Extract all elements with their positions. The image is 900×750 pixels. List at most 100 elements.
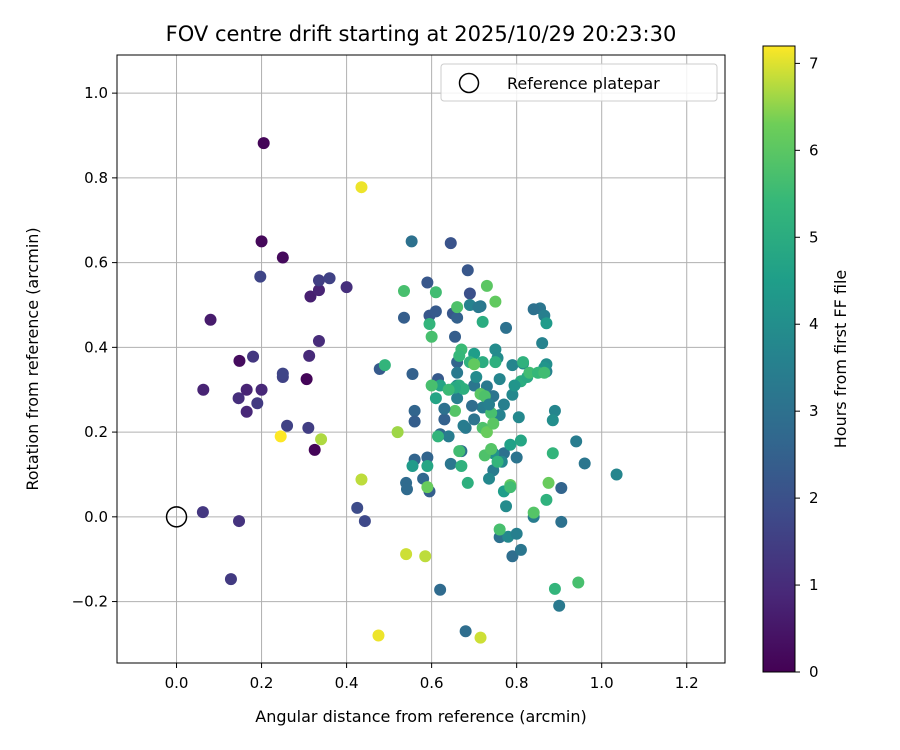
data-point xyxy=(476,315,489,328)
data-point xyxy=(276,251,289,264)
data-point xyxy=(251,397,264,410)
data-point xyxy=(240,405,253,418)
colorbar-tick-label: 2 xyxy=(809,489,819,507)
data-point xyxy=(457,419,470,432)
colorbar-tick-label: 4 xyxy=(809,315,819,333)
data-point xyxy=(444,457,457,470)
data-point xyxy=(421,481,434,494)
data-point xyxy=(281,419,294,432)
data-point xyxy=(444,237,457,250)
data-point xyxy=(527,506,540,519)
chart-title: FOV centre drift starting at 2025/10/29 … xyxy=(166,22,677,46)
data-point xyxy=(453,349,466,362)
data-point xyxy=(461,476,474,489)
data-point xyxy=(470,371,483,384)
data-point xyxy=(304,290,317,303)
data-point xyxy=(527,303,540,316)
data-point xyxy=(523,366,536,379)
data-point xyxy=(540,317,553,330)
data-point xyxy=(323,272,336,285)
data-point xyxy=(315,433,328,446)
plot-frame xyxy=(116,54,726,664)
data-point xyxy=(500,321,513,334)
data-point xyxy=(429,286,442,299)
data-point xyxy=(425,330,438,343)
data-point xyxy=(434,583,447,596)
data-point xyxy=(425,379,438,392)
data-point xyxy=(423,318,436,331)
data-point xyxy=(340,281,353,294)
y-tick-label: 1.0 xyxy=(84,84,108,102)
data-point xyxy=(358,515,371,528)
data-point xyxy=(232,392,245,405)
data-point xyxy=(466,399,479,412)
data-point xyxy=(506,388,519,401)
y-tick-label: 0.2 xyxy=(84,423,108,441)
y-tick-label: −0.2 xyxy=(72,593,108,611)
data-point xyxy=(355,181,368,194)
y-axis-label: Rotation from reference (arcmin) xyxy=(23,227,42,490)
colorbar-label: Hours from first FF file xyxy=(831,270,850,449)
data-point xyxy=(449,330,462,343)
data-point xyxy=(508,379,521,392)
data-point xyxy=(572,576,585,589)
colorbar-tick-label: 1 xyxy=(809,576,819,594)
data-point xyxy=(224,573,237,586)
x-tick-label: 0.4 xyxy=(335,674,359,692)
data-point xyxy=(276,367,289,380)
data-point xyxy=(405,235,418,248)
data-point xyxy=(542,476,555,489)
data-point xyxy=(546,447,559,460)
data-point xyxy=(254,270,267,283)
data-point xyxy=(610,468,623,481)
data-point xyxy=(504,438,517,451)
data-point xyxy=(500,500,513,513)
data-point xyxy=(255,383,268,396)
x-tick-label: 1.2 xyxy=(675,674,699,692)
data-point xyxy=(461,264,474,277)
data-point xyxy=(483,472,496,485)
x-axis-ticks: 0.0 0.2 0.4 0.6 0.8 1.0 1.2 xyxy=(165,663,699,692)
data-point xyxy=(463,287,476,300)
data-point xyxy=(419,550,432,563)
data-point xyxy=(397,311,410,324)
data-point xyxy=(442,383,455,396)
data-point xyxy=(408,404,421,417)
colorbar-frame xyxy=(762,45,796,673)
data-point xyxy=(538,366,551,379)
data-point xyxy=(472,301,485,314)
data-point xyxy=(451,301,464,314)
data-point xyxy=(274,430,287,443)
data-point xyxy=(233,515,246,528)
colorbar-tick-label: 3 xyxy=(809,402,819,420)
data-point xyxy=(400,483,413,496)
data-point xyxy=(312,284,325,297)
reference-platepar-marker xyxy=(165,506,188,528)
data-point xyxy=(493,373,506,386)
data-point xyxy=(408,415,421,428)
data-point xyxy=(308,443,321,456)
data-point xyxy=(497,398,510,411)
data-point xyxy=(406,368,419,381)
data-point xyxy=(429,392,442,405)
y-tick-label: 0.8 xyxy=(84,169,108,187)
x-tick-label: 0.6 xyxy=(420,674,444,692)
data-point xyxy=(451,366,464,379)
data-point xyxy=(489,295,502,308)
colorbar-tick-label: 0 xyxy=(809,663,819,681)
x-tick-label: 0.0 xyxy=(165,674,189,692)
colorbar-tick-label: 7 xyxy=(809,54,819,72)
data-point xyxy=(197,383,210,396)
colorbar-gradient xyxy=(763,46,795,672)
data-point xyxy=(355,473,368,486)
data-point xyxy=(442,430,455,443)
legend-label: Reference platepar xyxy=(507,74,660,93)
data-point xyxy=(372,629,385,642)
y-tick-label: 0.6 xyxy=(84,254,108,272)
data-point xyxy=(451,392,464,405)
data-point xyxy=(485,443,498,456)
data-point xyxy=(491,455,504,468)
data-point xyxy=(536,337,549,350)
data-point xyxy=(578,457,591,470)
